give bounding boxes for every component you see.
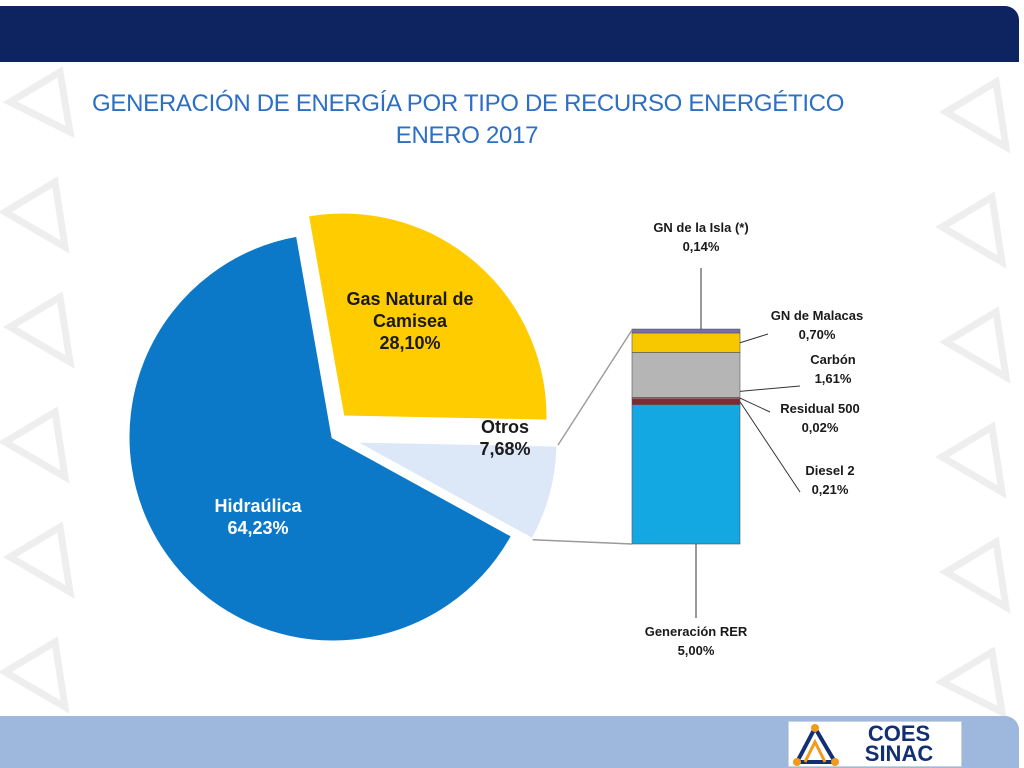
bar-segment-gn-de-malacas <box>631 332 741 353</box>
bar-segment-diesel-2 <box>631 398 741 405</box>
chart-title-line1: GENERACIÓN DE ENERGÍA POR TIPO DE RECURS… <box>92 90 845 117</box>
leader-line-gn-de-malacas <box>739 333 769 344</box>
pie-label-gas-natural-de-camisea: Gas Natural de Camisea 28,10% <box>346 289 473 353</box>
logo-text-coes: COES <box>867 721 931 746</box>
bar-label-generacion-rer: Generación RER 5,00% <box>645 624 748 658</box>
watermark-left <box>0 62 80 716</box>
bar-label-diesel-2: Diesel 2 0,21% <box>805 463 854 497</box>
connector-line-bottom <box>532 539 633 545</box>
pie-slice-otros <box>352 439 560 542</box>
pie-label-hidraulica: Hidraúlica 64,23% <box>214 496 302 538</box>
bar-label-carbon: Carbón 1,61% <box>810 352 856 386</box>
bar-label-gn-de-la-isla: GN de la Isla (*) 0,14% <box>653 220 748 254</box>
connector-line-top <box>557 329 633 446</box>
leader-line-diesel-2 <box>739 401 801 493</box>
watermark-right <box>934 62 1014 716</box>
pie-slice-hidraulica <box>126 233 515 644</box>
logo-mark-icon <box>793 723 839 766</box>
chart-title-line2: ENERO 2017 <box>395 122 539 149</box>
chart-title: GENERACIÓN DE ENERGÍA POR TIPO DE RECURS… <box>92 88 845 152</box>
bar-segment-generacion-rer <box>631 404 741 545</box>
header-bar <box>0 6 1019 62</box>
logo-text-sinac: SINAC <box>864 741 934 766</box>
coes-sinac-logo: COES SINAC <box>788 721 962 767</box>
leader-line-residual-500 <box>739 397 771 413</box>
chart-area: Gas Natural de Camisea 28,10% Otros 7,68% Hid… <box>126 210 864 658</box>
leader-line-carbon <box>739 385 801 392</box>
bar-segment-carbon <box>631 352 741 398</box>
pie-slice-gas-natural-de-camisea <box>305 210 550 423</box>
bar-label-residual-500: Residual 500 0,02% <box>780 401 860 435</box>
bar-label-gn-de-malacas: GN de Malacas 0,70% <box>771 308 864 342</box>
bar-segment-gn-de-la-isla <box>631 328 741 334</box>
pie-label-otros: Otros 7,68% <box>479 417 530 459</box>
